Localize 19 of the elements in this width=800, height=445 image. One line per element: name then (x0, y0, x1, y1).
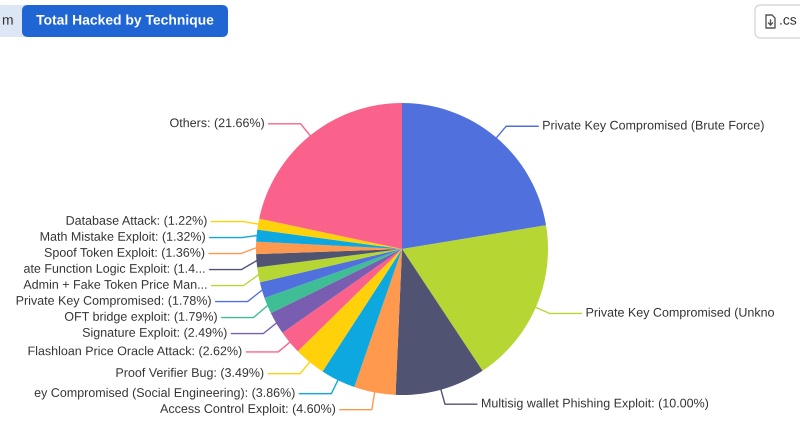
slice-label: Spoof Token Exploit: (1.36%) (44, 248, 204, 260)
slice-label: Others: (21.66%) (170, 118, 264, 130)
slice-label: Signature Exploit: (2.49%) (82, 328, 227, 340)
slice-label: OFT bridge exploit: (1.79%) (64, 312, 217, 324)
slice-label: Multisig wallet Phishing Exploit: (10.00%) (482, 398, 708, 410)
slice-label: ate Function Logic Exploit: (1.4... (24, 264, 204, 276)
text: .cs (780, 17, 796, 25)
chart-title: Total Hacked by Technique (36, 14, 214, 28)
slice-label: Database Attack: (1.22%) (66, 216, 207, 228)
slice-label: ey Compromised (Social Engineering): (3.86%) (34, 388, 295, 400)
slice-label: Private Key Compromised (Unkno (586, 308, 774, 320)
slice-label: Proof Verifier Bug: (3.49%) (116, 368, 264, 380)
slice-label: Math Mistake Exploit: (1.32%) (40, 232, 205, 244)
text: m (2, 17, 13, 25)
slice-label: Access Control Exploit: (4.60%) (160, 404, 336, 416)
slice-label: Private Key Compromised: (1.78%) (16, 296, 211, 308)
slice-label: Admin + Fake Token Price Man... (23, 280, 206, 289)
slice-label: Private Key Compromised (Brute Force) (543, 120, 764, 132)
slice-label: Flashloan Price Oracle Attack: (2.62%) (28, 346, 242, 358)
